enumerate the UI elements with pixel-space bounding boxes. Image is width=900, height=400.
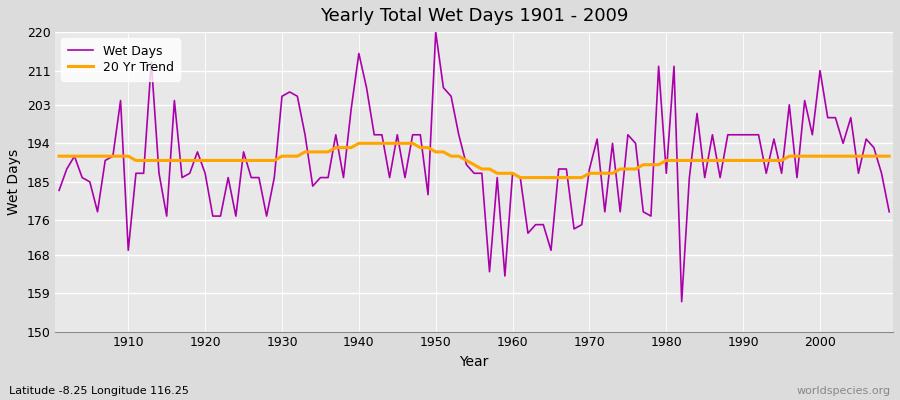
Line: Wet Days: Wet Days [59, 32, 889, 302]
20 Yr Trend [615, 167, 626, 172]
20 Yr Trend [523, 175, 534, 180]
20 Yr Trend [284, 154, 295, 158]
Text: Latitude -8.25 Longitude 116.25: Latitude -8.25 Longitude 116.25 [9, 386, 189, 396]
20 Yr Trend [515, 175, 526, 180]
Wet Days [430, 30, 441, 34]
Text: worldspecies.org: worldspecies.org [796, 386, 891, 396]
20 Yr Trend [330, 145, 341, 150]
Y-axis label: Wet Days: Wet Days [7, 149, 21, 215]
Title: Yearly Total Wet Days 1901 - 2009: Yearly Total Wet Days 1901 - 2009 [320, 7, 628, 25]
20 Yr Trend [508, 171, 518, 176]
X-axis label: Year: Year [460, 355, 489, 369]
Wet Days [608, 141, 618, 146]
Wet Days [54, 188, 65, 193]
Line: 20 Yr Trend: 20 Yr Trend [59, 143, 889, 178]
Wet Days [515, 175, 526, 180]
Wet Days [676, 299, 687, 304]
20 Yr Trend [354, 141, 364, 146]
20 Yr Trend [115, 154, 126, 158]
Wet Days [884, 210, 895, 214]
Wet Days [115, 98, 126, 103]
Wet Days [330, 132, 341, 137]
20 Yr Trend [884, 154, 895, 158]
Wet Days [508, 171, 518, 176]
Legend: Wet Days, 20 Yr Trend: Wet Days, 20 Yr Trend [61, 38, 180, 80]
Wet Days [284, 90, 295, 94]
20 Yr Trend [54, 154, 65, 158]
